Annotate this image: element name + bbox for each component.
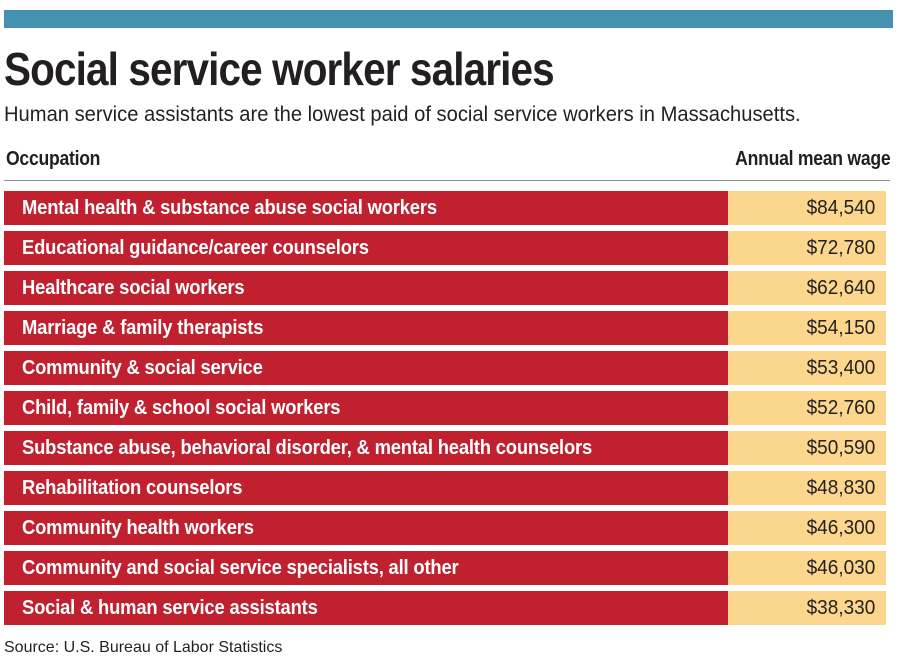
wage-value: $48,830	[806, 476, 875, 499]
wage-cell: $72,780	[728, 231, 886, 265]
wage-value: $84,540	[806, 196, 875, 219]
wage-cell: $46,300	[728, 511, 886, 545]
wage-value: $38,330	[806, 596, 875, 619]
wage-cell: $62,640	[728, 271, 886, 305]
table-row: Child, family & school social workers $5…	[4, 391, 886, 425]
occupation-label: Community health workers	[22, 516, 254, 539]
table-row: Community and social service specialists…	[4, 551, 886, 585]
occupation-label: Marriage & family therapists	[22, 316, 264, 339]
page-title: Social service worker salaries	[4, 43, 555, 95]
table-row: Educational guidance/career counselors $…	[4, 231, 886, 265]
wage-cell: $50,590	[728, 431, 886, 465]
wage-value: $62,640	[806, 276, 875, 299]
occupation-label: Healthcare social workers	[22, 276, 245, 299]
occupation-cell: Community & social service	[4, 351, 728, 385]
table-row: Community health workers $46,300	[4, 511, 886, 545]
table-row: Substance abuse, behavioral disorder, & …	[4, 431, 886, 465]
occupation-cell: Community and social service specialists…	[4, 551, 728, 585]
occupation-cell: Substance abuse, behavioral disorder, & …	[4, 431, 728, 465]
occupation-cell: Community health workers	[4, 511, 728, 545]
occupation-cell: Mental health & substance abuse social w…	[4, 191, 728, 225]
table-row: Marriage & family therapists $54,150	[4, 311, 886, 345]
salary-table-body: Mental health & substance abuse social w…	[4, 191, 886, 631]
wage-value: $72,780	[806, 236, 875, 259]
occupation-label: Rehabilitation counselors	[22, 476, 243, 499]
wage-cell: $38,330	[728, 591, 886, 625]
table-row: Social & human service assistants $38,33…	[4, 591, 886, 625]
table-row: Mental health & substance abuse social w…	[4, 191, 886, 225]
occupation-cell: Child, family & school social workers	[4, 391, 728, 425]
occupation-cell: Educational guidance/career counselors	[4, 231, 728, 265]
occupation-cell: Social & human service assistants	[4, 591, 728, 625]
occupation-label: Community and social service specialists…	[22, 556, 459, 579]
occupation-label: Child, family & school social workers	[22, 396, 341, 419]
occupation-cell: Marriage & family therapists	[4, 311, 728, 345]
occupation-label: Community & social service	[22, 356, 263, 379]
occupation-label: Educational guidance/career counselors	[22, 236, 369, 259]
wage-value: $46,030	[806, 556, 875, 579]
top-accent-bar	[4, 10, 893, 28]
occupation-cell: Rehabilitation counselors	[4, 471, 728, 505]
occupation-label: Substance abuse, behavioral disorder, & …	[22, 436, 593, 459]
occupation-cell: Healthcare social workers	[4, 271, 728, 305]
page-subtitle: Human service assistants are the lowest …	[4, 103, 801, 126]
wage-cell: $53,400	[728, 351, 886, 385]
table-row: Healthcare social workers $62,640	[4, 271, 886, 305]
wage-value: $46,300	[806, 516, 875, 539]
occupation-label: Mental health & substance abuse social w…	[22, 196, 437, 219]
column-headers: Occupation Annual mean wage	[6, 148, 890, 171]
wage-cell: $84,540	[728, 191, 886, 225]
column-header-annual-mean-wage: Annual mean wage	[734, 148, 890, 170]
table-row: Community & social service $53,400	[4, 351, 886, 385]
occupation-label: Social & human service assistants	[22, 596, 318, 619]
column-header-occupation: Occupation	[6, 148, 101, 170]
table-row: Rehabilitation counselors $48,830	[4, 471, 886, 505]
wage-value: $50,590	[806, 436, 875, 459]
wage-cell: $52,760	[728, 391, 886, 425]
header-divider-line	[4, 180, 890, 181]
wage-cell: $48,830	[728, 471, 886, 505]
wage-value: $53,400	[806, 356, 875, 379]
wage-value: $52,760	[806, 396, 875, 419]
wage-cell: $54,150	[728, 311, 886, 345]
wage-value: $54,150	[806, 316, 875, 339]
wage-cell: $46,030	[728, 551, 886, 585]
source-credit: Source: U.S. Bureau of Labor Statistics	[4, 639, 283, 656]
